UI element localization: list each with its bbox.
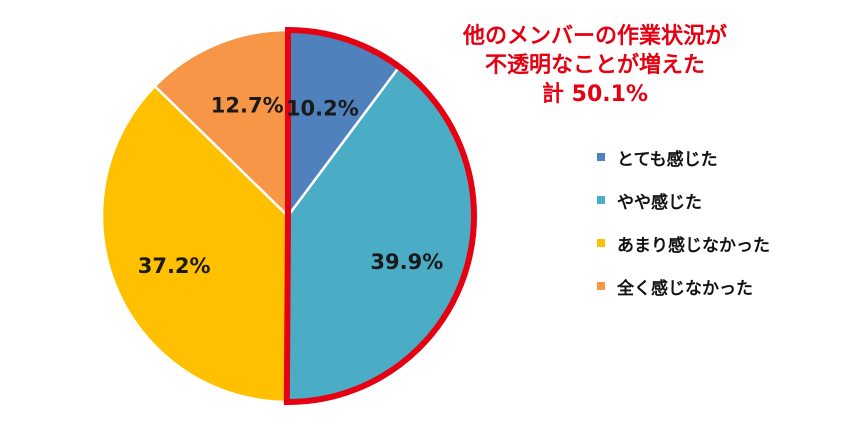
highlight-annotation: 他のメンバーの作業状況が 不透明なことが増えた 計 50.1%	[420, 22, 770, 109]
pie-slice-not-at-all	[153, 28, 290, 219]
annotation-line-2: 不透明なことが増えた	[484, 53, 705, 78]
legend-label-not-at-all: 全く感じなかった	[617, 278, 753, 299]
slice-label-not-much: 37.2%	[138, 254, 211, 278]
annotation-total: 計 50.1%	[542, 82, 648, 107]
pie-slice-not-much	[100, 84, 290, 404]
annotation-line-1: 他のメンバーの作業状況が	[462, 24, 727, 49]
legend-swatch-not-at-all	[597, 282, 605, 290]
highlight-outline	[283, 26, 478, 405]
legend-label-not-much: あまり感じなかった	[617, 235, 770, 256]
legend-item-not-much: あまり感じなかった	[597, 232, 770, 256]
legend-swatch-not-much	[597, 239, 605, 247]
legend-swatch-very	[597, 153, 605, 161]
legend-item-not-at-all: 全く感じなかった	[597, 275, 770, 299]
slice-label-somewhat: 39.9%	[370, 250, 443, 274]
legend-label-very: とても感じた	[617, 149, 718, 170]
slice-label-very: 10.2%	[286, 97, 359, 121]
legend-label-somewhat: やや感じた	[617, 192, 702, 213]
legend-swatch-somewhat	[597, 196, 605, 204]
legend-item-somewhat: やや感じた	[597, 189, 770, 213]
legend: とても感じた やや感じた あまり感じなかった 全く感じなかった	[597, 146, 770, 318]
slice-label-not-at-all: 12.7%	[211, 94, 284, 118]
legend-item-very: とても感じた	[597, 146, 770, 170]
